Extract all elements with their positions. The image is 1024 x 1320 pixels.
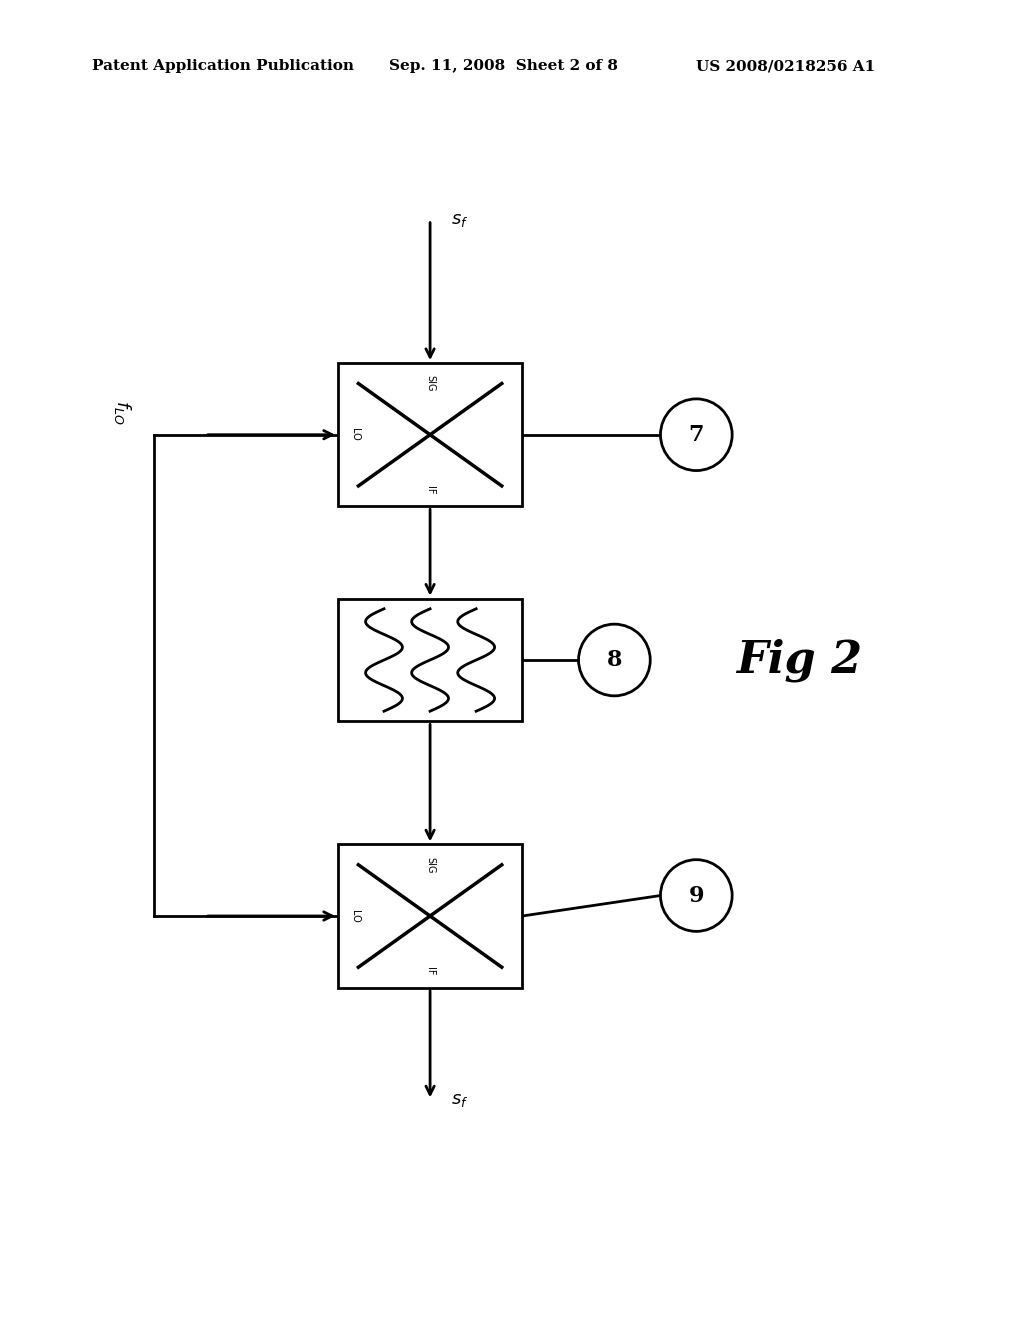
Text: 8: 8 [606, 649, 623, 671]
Bar [338, 598, 522, 722]
Text: Sep. 11, 2008  Sheet 2 of 8: Sep. 11, 2008 Sheet 2 of 8 [389, 59, 618, 74]
Bar [338, 363, 522, 507]
Text: 9: 9 [688, 884, 705, 907]
Text: IF: IF [425, 966, 435, 975]
Circle shape [660, 399, 732, 470]
Text: Patent Application Publication: Patent Application Publication [92, 59, 354, 74]
Text: 7: 7 [688, 424, 705, 446]
Text: LO: LO [350, 909, 360, 923]
Text: $s_f$: $s_f$ [451, 1092, 468, 1109]
Text: Fig 2: Fig 2 [735, 639, 862, 681]
Text: SIG: SIG [425, 857, 435, 873]
Text: SIG: SIG [425, 375, 435, 392]
Circle shape [579, 624, 650, 696]
Text: LO: LO [350, 429, 360, 441]
Text: US 2008/0218256 A1: US 2008/0218256 A1 [696, 59, 876, 74]
Text: $s_f$: $s_f$ [451, 211, 468, 228]
Text: IF: IF [425, 486, 435, 494]
Text: $f_{LO}$: $f_{LO}$ [112, 400, 133, 425]
Bar [338, 845, 522, 987]
Circle shape [660, 859, 732, 932]
